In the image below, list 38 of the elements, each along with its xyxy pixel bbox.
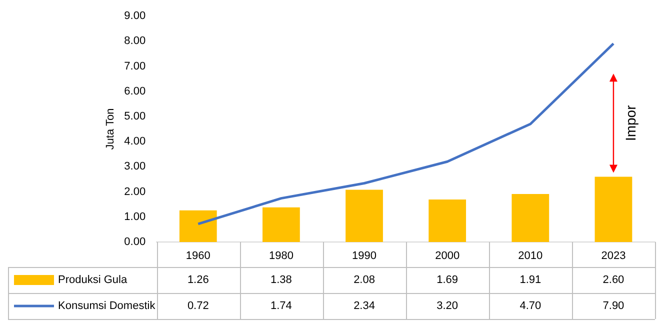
- bar: [179, 210, 217, 242]
- data-label: 2.34: [354, 300, 375, 312]
- data-label: 1.26: [187, 274, 209, 286]
- x-tick-label: 1960: [186, 250, 210, 262]
- y-tick-label: 8.00: [124, 35, 146, 48]
- legend-label: Produksi Gula: [58, 274, 128, 286]
- x-tick-label: 2000: [435, 250, 460, 262]
- data-label: 1.69: [436, 274, 458, 286]
- data-label: 1.91: [520, 274, 542, 286]
- data-label: 7.90: [602, 300, 624, 312]
- data-label: 4.70: [520, 300, 542, 312]
- x-tick-label: 2010: [518, 250, 543, 262]
- y-tick-label: 1.00: [124, 210, 146, 223]
- bar: [428, 200, 466, 242]
- bar: [262, 207, 300, 242]
- bar: [346, 190, 383, 242]
- y-tick-label: 2.00: [124, 186, 146, 198]
- data-label: 2.08: [354, 274, 375, 286]
- bar: [594, 176, 632, 242]
- y-tick-label: 7.00: [124, 60, 146, 72]
- y-tick-label: 6.00: [124, 85, 146, 98]
- data-label: 3.20: [436, 300, 458, 312]
- y-tick-label: 4.00: [124, 136, 146, 148]
- y-tick-label: 5.00: [124, 110, 146, 122]
- bar: [512, 194, 550, 242]
- legend-label: Konsumsi Domestik: [58, 300, 156, 312]
- data-label: 0.72: [187, 300, 209, 312]
- annotation: Impor: [622, 104, 638, 142]
- y-tick-label: 0.00: [124, 236, 146, 248]
- data-label: 2.60: [602, 274, 624, 286]
- data-label: 1.38: [270, 274, 292, 286]
- y-tick-label: 9.00: [124, 10, 146, 22]
- y-axis-title: Juta Ton: [104, 108, 117, 150]
- data-label: 1.74: [270, 300, 292, 312]
- x-tick-label: 1980: [268, 250, 294, 262]
- y-tick-label: 3.00: [124, 160, 146, 173]
- x-tick-label: 2023: [601, 250, 626, 262]
- x-tick-label: 1990: [352, 250, 377, 262]
